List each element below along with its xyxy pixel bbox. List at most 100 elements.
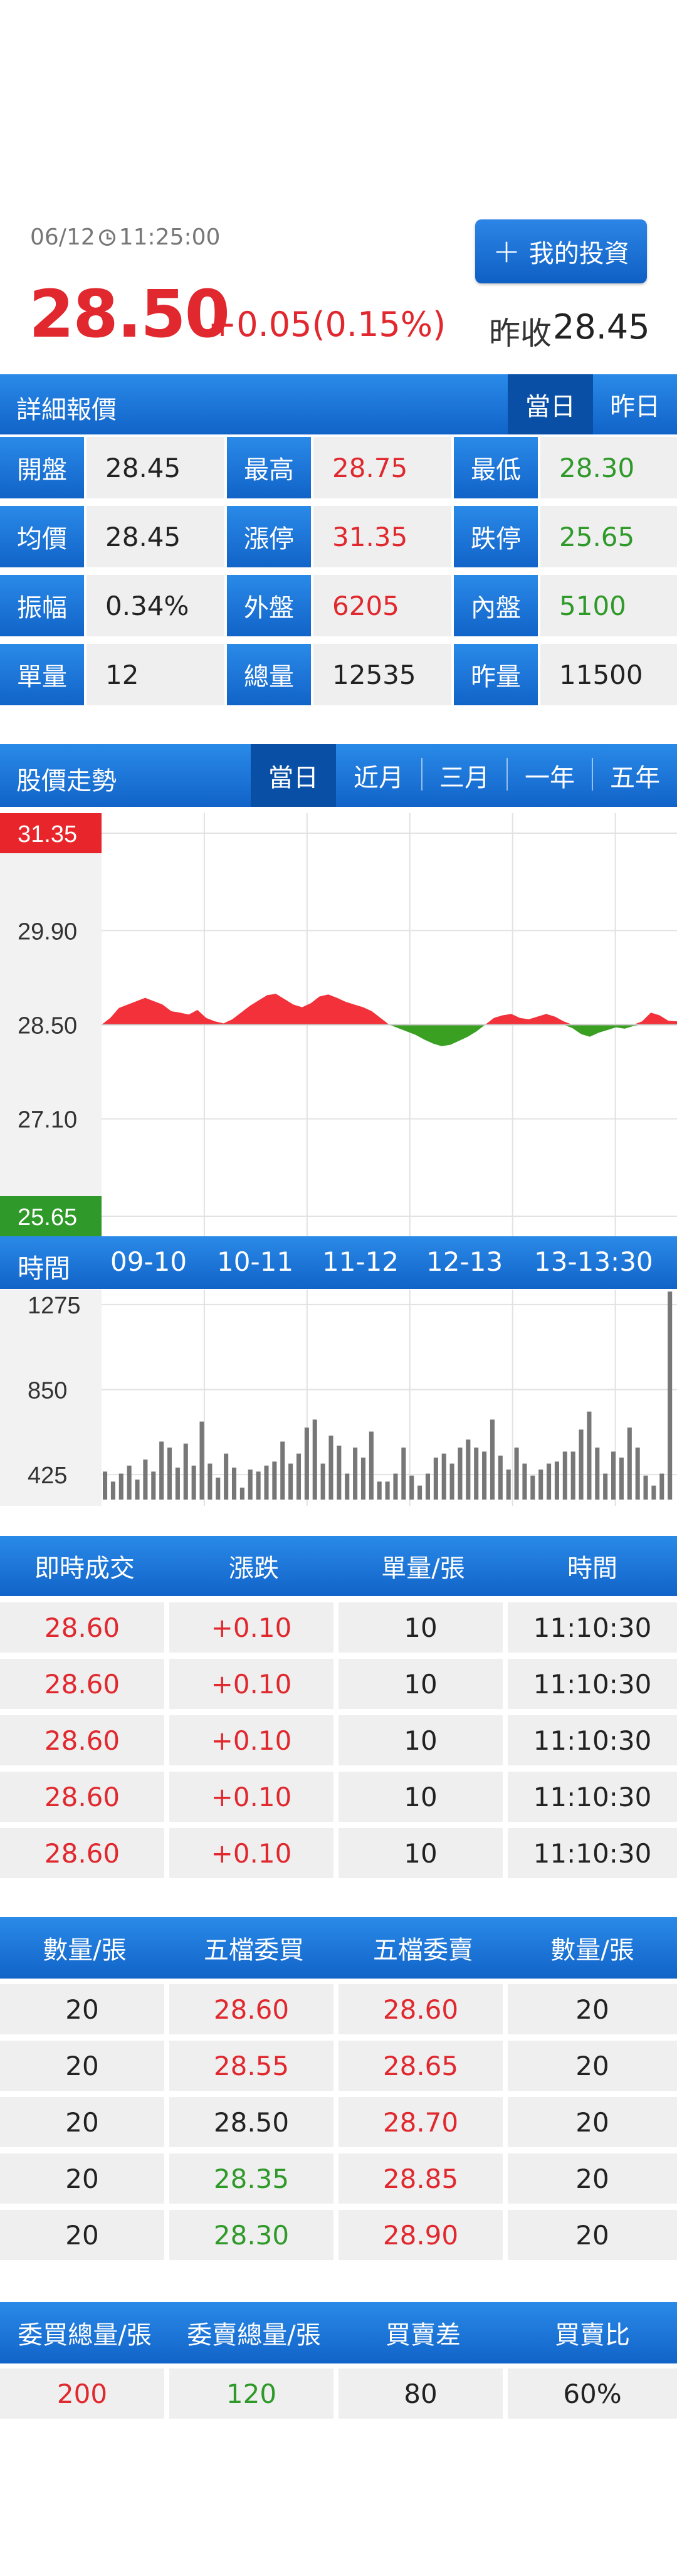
y-tick-label: 29.90 [18, 918, 77, 945]
volume-bar [272, 1461, 277, 1500]
detail-label: 最高 [227, 437, 311, 498]
table-cell: 20 [0, 2153, 164, 2204]
my-investment-button[interactable]: + 我的投資 [475, 219, 647, 283]
volume-y-tick: 1275 [28, 1293, 81, 1319]
volume-bar [668, 1291, 673, 1500]
detail-label: 開盤 [0, 437, 84, 498]
volume-bar [304, 1427, 309, 1500]
summary-bid-total: 200 [0, 2368, 164, 2419]
clock-icon [98, 229, 115, 246]
table-cell: 10 [338, 1602, 503, 1653]
volume-bar [199, 1421, 204, 1500]
table-cell: 28.65 [338, 2041, 503, 2091]
volume-chart: 1275 850 425 [0, 1290, 677, 1506]
volume-bar [506, 1469, 511, 1500]
volume-bar [490, 1419, 495, 1500]
last-price: 28.50 [29, 276, 230, 352]
volume-bar [579, 1429, 584, 1500]
time-seg-13-1330: 13-13:30 [534, 1246, 653, 1277]
volume-bar [385, 1481, 390, 1500]
tab-trend-1year[interactable]: 一年 [525, 764, 575, 792]
volume-bar [191, 1465, 196, 1500]
table-row: 20 28.30 28.90 20 [0, 2210, 677, 2260]
tab-trend-5year[interactable]: 五年 [610, 764, 660, 792]
detail-value: 12535 [313, 644, 451, 705]
summary-header: 委買總量/張 委賣總量/張 買賣差 買賣比 [0, 2302, 677, 2363]
y-axis-panel [0, 813, 102, 1236]
table-cell: 11:10:30 [508, 1659, 677, 1709]
table-cell: 10 [338, 1715, 503, 1765]
limit-down-badge [0, 1196, 102, 1236]
volume-bar [433, 1458, 438, 1500]
y-tick-label: 31.35 [18, 821, 77, 848]
tab-detail-yesterday[interactable]: 昨日 [610, 392, 660, 421]
volume-bar [345, 1473, 350, 1500]
table-row: 20 28.60 28.60 20 [0, 1984, 677, 2034]
table-cell: 10 [338, 1828, 503, 1878]
time-seg-09-10: 09-10 [110, 1246, 187, 1277]
detail-value: 12 [87, 644, 224, 705]
ticks-col-time: 時間 [567, 1554, 617, 1583]
detail-label: 外盤 [227, 575, 311, 636]
volume-bar [118, 1473, 123, 1500]
volume-bar [264, 1465, 269, 1500]
volume-bar [167, 1448, 172, 1500]
volume-bar [135, 1480, 140, 1500]
volume-bar [474, 1448, 479, 1500]
volume-bar [466, 1439, 471, 1500]
table-row: 28.60 +0.10 10 11:10:30 [0, 1828, 677, 1878]
tab-trend-month[interactable]: 近月 [354, 764, 404, 792]
tab-trend-3month[interactable]: 三月 [439, 764, 490, 792]
volume-bar [110, 1481, 115, 1500]
trend-title: 股價走勢 [16, 767, 117, 796]
volume-bar [659, 1473, 664, 1500]
volume-bar [224, 1453, 229, 1500]
ticks-col-volume: 單量/張 [381, 1554, 465, 1583]
time-axis-label: 時間 [18, 1253, 71, 1284]
volume-y-panel [0, 1290, 102, 1506]
book-col-bid: 五檔委買 [204, 1936, 304, 1965]
detail-value: 28.75 [313, 437, 451, 498]
volume-bar [353, 1448, 358, 1500]
volume-bar [554, 1461, 559, 1500]
volume-bar [159, 1441, 164, 1500]
y-tick-label: 25.65 [18, 1204, 77, 1231]
detail-label: 均價 [0, 506, 84, 567]
prev-close-value: 28.45 [553, 307, 650, 347]
table-cell: 11:10:30 [508, 1715, 677, 1765]
volume-y-tick: 425 [28, 1463, 67, 1489]
table-cell: +0.10 [169, 1772, 333, 1822]
table-cell: 28.55 [169, 2041, 333, 2091]
timestamp-date: 06/12 [30, 224, 95, 250]
volume-bar [288, 1463, 293, 1500]
summary-ratio: 60% [508, 2368, 677, 2419]
volume-bar [127, 1465, 132, 1500]
detail-value: 28.45 [87, 437, 224, 498]
y-tick-label: 28.50 [18, 1013, 77, 1039]
time-seg-11-12: 11-12 [322, 1246, 399, 1277]
tab-detail-today[interactable]: 當日 [508, 374, 593, 434]
volume-bar [611, 1451, 616, 1500]
limit-up-badge [0, 813, 102, 853]
tab-trend-today[interactable]: 當日 [251, 744, 336, 807]
table-cell: 28.90 [338, 2210, 503, 2260]
table-cell: 28.70 [338, 2097, 503, 2147]
table-cell: 28.60 [0, 1828, 164, 1878]
volume-bar [643, 1475, 648, 1500]
volume-bar [409, 1475, 414, 1500]
detail-quote-title: 詳細報價 [16, 396, 117, 424]
table-cell: 28.30 [169, 2210, 333, 2260]
volume-bar [441, 1453, 446, 1500]
volume-bar [417, 1485, 422, 1500]
table-cell: 11:10:30 [508, 1602, 677, 1653]
volume-bar [320, 1463, 325, 1500]
volume-bar [256, 1471, 261, 1500]
table-cell: 11:10:30 [508, 1772, 677, 1822]
table-cell: 28.60 [0, 1715, 164, 1765]
table-cell: +0.10 [169, 1602, 333, 1653]
table-cell: 28.35 [169, 2153, 333, 2204]
ticks-col-change: 漲跌 [229, 1554, 279, 1583]
ticks-table: 28.60 +0.10 10 11:10:30 28.60 +0.10 10 11:10:30… [0, 1602, 677, 1882]
summary-col-diff: 買賣差 [386, 2321, 461, 2350]
volume-bar [425, 1473, 431, 1500]
